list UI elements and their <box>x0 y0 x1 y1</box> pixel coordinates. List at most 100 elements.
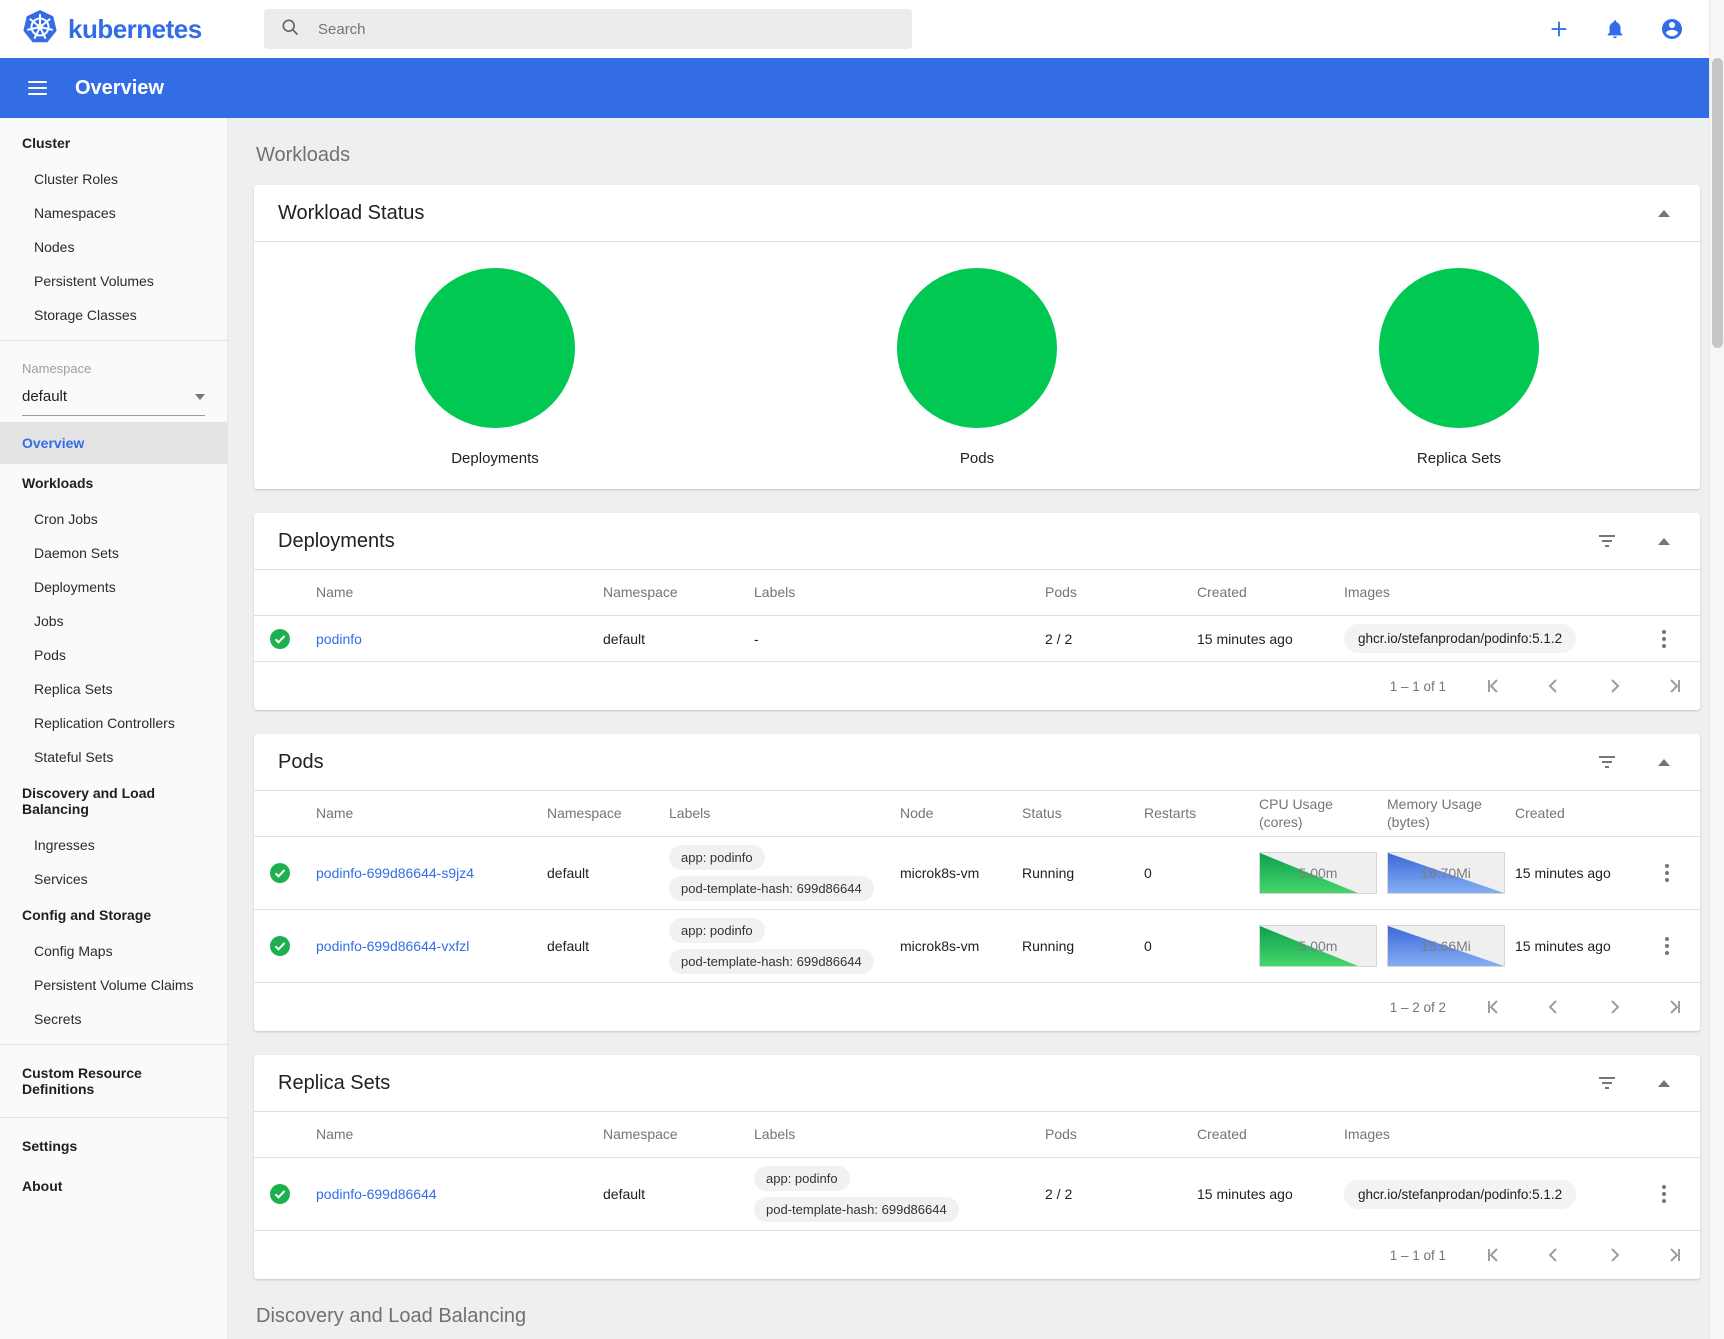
memory-usage-value: 15.66Mi <box>1421 938 1471 954</box>
pod-name-link[interactable]: podinfo-699d86644-vxfzl <box>316 938 470 954</box>
column-header: Images <box>1344 583 1390 600</box>
memory-usage-sparkline: 15.66Mi <box>1387 925 1505 967</box>
namespace-label: Namespace <box>22 361 92 376</box>
column-header: Created <box>1197 583 1247 600</box>
sidebar-divider <box>0 1117 227 1118</box>
page-scrollbar[interactable] <box>1709 0 1724 1339</box>
arrow-up-icon <box>1658 209 1670 217</box>
cpu-usage-sparkline: 5.00m <box>1259 925 1377 967</box>
sidebar-item-pods[interactable]: Pods <box>34 647 66 663</box>
column-header: Restarts <box>1144 804 1197 821</box>
workloads-section-title: Workloads <box>256 144 351 166</box>
sidebar-item-overview[interactable]: Overview <box>0 422 227 464</box>
prev-page-button[interactable] <box>1542 995 1566 1019</box>
first-page-button[interactable] <box>1482 995 1506 1019</box>
created-cell: 15 minutes ago <box>1197 630 1293 647</box>
sidebar-item-replication-controllers[interactable]: Replication Controllers <box>34 715 175 731</box>
pagination-range: 1 – 1 of 1 <box>1389 1247 1446 1263</box>
row-menu-button[interactable] <box>1660 628 1668 650</box>
table-row: podinfo default - 2 / 2 15 minutes ago g… <box>254 616 1700 662</box>
column-header: Pods <box>1045 583 1077 600</box>
restarts-cell: 0 <box>1144 865 1152 881</box>
namespace-select[interactable]: default <box>22 380 205 416</box>
prev-page-button[interactable] <box>1542 1243 1566 1267</box>
deployments-status-chart: Deployments <box>254 242 736 489</box>
memory-usage-value: 16.70Mi <box>1421 865 1471 881</box>
sidebar-item-stateful-sets[interactable]: Stateful Sets <box>34 749 114 765</box>
collapse-card-button[interactable] <box>1656 757 1672 768</box>
next-page-button[interactable] <box>1602 1243 1626 1267</box>
discovery-section-title: Discovery and Load Balancing <box>256 1305 527 1327</box>
created-cell: 15 minutes ago <box>1515 938 1611 954</box>
sidebar-item-cluster-roles[interactable]: Cluster Roles <box>34 171 119 187</box>
pods-count-cell: 2 / 2 <box>1045 1186 1073 1202</box>
last-page-button[interactable] <box>1662 674 1686 698</box>
column-header: Namespace <box>603 583 678 600</box>
collapse-card-button[interactable] <box>1656 536 1672 547</box>
deployments-pagination: 1 – 1 of 1 <box>254 662 1700 710</box>
create-plus-button[interactable] <box>1546 16 1572 42</box>
label-chip: pod-template-hash: 699d86644 <box>669 949 874 974</box>
kubernetes-brand[interactable]: kubernetes <box>0 9 240 50</box>
sidebar-item-secrets[interactable]: Secrets <box>34 1011 82 1027</box>
next-page-button[interactable] <box>1602 674 1626 698</box>
filter-button[interactable] <box>1596 753 1618 771</box>
last-page-button[interactable] <box>1662 1243 1686 1267</box>
column-header: Node <box>900 804 934 821</box>
sidebar-item-settings[interactable]: Settings <box>22 1138 78 1154</box>
namespace-cell: default <box>603 630 646 647</box>
sidebar-item-jobs[interactable]: Jobs <box>34 613 64 629</box>
pod-name-link[interactable]: podinfo-699d86644-s9jz4 <box>316 865 475 881</box>
column-header: Labels <box>754 583 796 600</box>
replica-sets-pagination: 1 – 1 of 1 <box>254 1231 1700 1279</box>
notifications-bell-button[interactable] <box>1602 16 1628 42</box>
sidebar-item-deployments[interactable]: Deployments <box>34 579 116 595</box>
menu-hamburger-button[interactable] <box>26 77 49 99</box>
collapse-card-button[interactable] <box>1656 208 1672 219</box>
created-cell: 15 minutes ago <box>1515 865 1611 881</box>
row-menu-button[interactable] <box>1663 935 1671 957</box>
account-circle-button[interactable] <box>1658 15 1686 43</box>
first-page-button[interactable] <box>1482 1243 1506 1267</box>
pods-count-cell: 2 / 2 <box>1045 630 1073 647</box>
sidebar-item-persistent-volume-claims[interactable]: Persistent Volume Claims <box>34 977 194 993</box>
sidebar-item-cron-jobs[interactable]: Cron Jobs <box>34 511 98 527</box>
sidebar-item-replica-sets[interactable]: Replica Sets <box>34 681 113 697</box>
sidebar-header-config-storage: Config and Storage <box>22 907 152 923</box>
sidebar-item-persistent-volumes[interactable]: Persistent Volumes <box>34 273 154 289</box>
column-header: Name <box>316 804 354 821</box>
row-menu-button[interactable] <box>1663 862 1671 884</box>
chevron-left-icon <box>1548 1248 1557 1262</box>
sidebar-item-namespaces[interactable]: Namespaces <box>34 205 116 221</box>
arrow-up-icon <box>1658 758 1670 766</box>
prev-page-button[interactable] <box>1542 674 1566 698</box>
column-header: Labels <box>754 1125 796 1142</box>
sidebar-item-storage-classes[interactable]: Storage Classes <box>34 307 137 323</box>
last-page-button[interactable] <box>1662 995 1686 1019</box>
sidebar-item-about[interactable]: About <box>22 1178 63 1194</box>
row-menu-button[interactable] <box>1660 1183 1668 1205</box>
replica-set-name-link[interactable]: podinfo-699d86644 <box>316 1186 437 1202</box>
filter-button[interactable] <box>1596 532 1618 550</box>
table-row: podinfo-699d86644-s9jz4 default app: pod… <box>254 837 1700 910</box>
check-circle-icon <box>270 863 290 883</box>
collapse-card-button[interactable] <box>1656 1078 1672 1089</box>
main-content: Workloads Workload Status Deployments Po… <box>228 118 1724 1339</box>
sidebar-item-services[interactable]: Services <box>34 871 88 887</box>
sidebar-item-ingresses[interactable]: Ingresses <box>34 837 95 853</box>
sidebar-item-nodes[interactable]: Nodes <box>34 239 75 255</box>
next-page-button[interactable] <box>1602 995 1626 1019</box>
deployments-status-circle <box>415 268 575 428</box>
first-page-button[interactable] <box>1482 674 1506 698</box>
scrollbar-thumb[interactable] <box>1712 58 1723 348</box>
sidebar-item-daemon-sets[interactable]: Daemon Sets <box>34 545 119 561</box>
sidebar-item-config-maps[interactable]: Config Maps <box>34 943 113 959</box>
column-header: Name <box>316 583 354 600</box>
sidebar-item-custom-resource-definitions[interactable]: Custom Resource Definitions <box>22 1065 142 1097</box>
deployment-name-link[interactable]: podinfo <box>316 630 362 647</box>
search-input[interactable] <box>316 19 896 39</box>
filter-button[interactable] <box>1596 1074 1618 1092</box>
deployments-table-header: Name Namespace Labels Pods Created Image… <box>254 569 1700 616</box>
namespace-cell: default <box>603 1186 646 1202</box>
search-bar[interactable] <box>264 9 912 49</box>
